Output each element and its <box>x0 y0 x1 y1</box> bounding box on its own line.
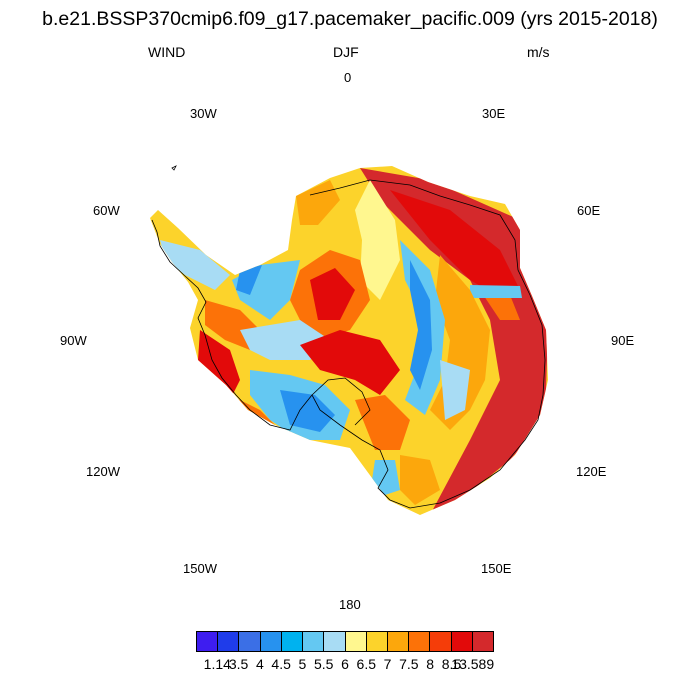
colorbar-tick-label: 4.5 <box>271 656 291 672</box>
lon-label-180: 180 <box>339 597 361 612</box>
colorbar-tick-label: 6.5 <box>356 656 377 672</box>
colorbar-box <box>239 632 261 651</box>
colorbar-box <box>472 632 494 651</box>
colorbar-box <box>303 632 325 651</box>
coastline <box>151 165 546 509</box>
colorbar-tick-label: 5.5 <box>313 656 334 672</box>
colorbar-tick-label: 5 <box>298 656 307 672</box>
lon-label-60w: 60W <box>93 203 120 218</box>
colorbar-tick-label: 3.5 <box>228 656 249 672</box>
field-label: WIND <box>148 44 186 60</box>
lon-label-30e: 30E <box>482 106 506 121</box>
colorbar-box <box>281 632 304 651</box>
units-label: m/s <box>527 44 550 60</box>
colorbar-tick-label: 4 <box>255 656 264 672</box>
lon-label-0: 0 <box>344 70 352 85</box>
lon-label-90e: 90E <box>611 333 635 348</box>
colorbar-tick-label: 6 <box>341 656 349 672</box>
colorbar-tick-label: 1.14 <box>203 656 231 672</box>
colorbar-box <box>197 632 219 651</box>
colorbar-box <box>260 632 282 651</box>
season-label: DJF <box>333 44 359 60</box>
colorbar-tick-label: 8 <box>426 656 435 672</box>
lon-label-60e: 60E <box>577 203 601 218</box>
plot-title: b.e21.BSSP370cmip6.f09_g17.pacemaker_pac… <box>42 8 658 30</box>
lon-label-150e: 150E <box>481 561 512 576</box>
lon-label-120w: 120W <box>86 464 120 479</box>
colorbar-box <box>324 632 346 651</box>
colorbar-box <box>345 632 367 651</box>
colorbar-box <box>366 632 388 651</box>
lon-label-90w: 90W <box>60 333 87 348</box>
colorbar-box <box>218 632 240 651</box>
colorbar-box <box>387 632 410 651</box>
colorbar-tick-label: 7.5 <box>399 656 419 672</box>
lon-label-30w: 30W <box>190 106 217 121</box>
colorbar-tick-label: 7 <box>383 656 392 672</box>
colorbar-tick-label: 13.589 <box>451 656 495 672</box>
colorbar-box <box>451 632 473 651</box>
colorbar-box <box>430 632 452 651</box>
colorbar-box <box>409 632 431 651</box>
lon-label-120e: 120E <box>576 464 607 479</box>
colorbar-tick-label: 8.5 <box>441 656 462 672</box>
colorbar <box>196 631 494 652</box>
wind-field <box>150 166 548 515</box>
lon-label-150w: 150W <box>183 561 217 576</box>
